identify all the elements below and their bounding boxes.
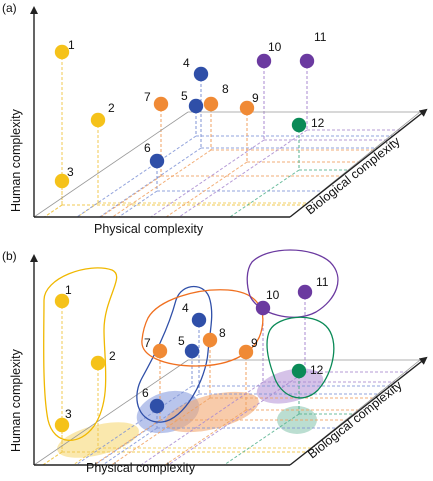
panel-b-floor-shadows: [57, 368, 324, 458]
point-6-marker: [149, 153, 165, 169]
point-9-label: 9: [252, 91, 259, 105]
point-4-depth-line: [99, 147, 202, 218]
point-6-marker: [149, 398, 165, 414]
purple-cluster-outline: [246, 249, 339, 318]
point-3-marker: [54, 173, 70, 189]
point-7-depth-line: [93, 419, 161, 466]
point-7-label: 7: [144, 336, 151, 350]
panel-a-guide-lines: [44, 52, 401, 218]
point-1-marker: [54, 293, 70, 309]
point-4-depth-line: [94, 393, 200, 466]
panel-b-x-axis-label: Physical complexity: [86, 461, 196, 475]
point-5-label: 5: [181, 89, 188, 103]
point-2-depth-line: [72, 447, 99, 466]
blue-cluster-outline: [136, 285, 213, 423]
panel-a-label: (a): [2, 1, 17, 15]
point-5-depth-line: [76, 135, 197, 218]
point-11-depth-line: [168, 371, 306, 466]
point-5-marker: [188, 98, 204, 114]
point-3-label: 3: [67, 165, 74, 179]
point-8-label: 8: [219, 326, 226, 340]
point-10-label: 10: [268, 40, 282, 54]
panel-b-z-axis: [289, 356, 428, 466]
point-6-depth-line: [102, 427, 158, 466]
panel-a: (a) Human complexity Physical complexity…: [2, 1, 428, 236]
point-8-marker: [203, 96, 219, 112]
point-4-marker: [193, 66, 209, 82]
point-7-depth-line: [100, 175, 162, 218]
panel-a-y-axis-label: Human complexity: [9, 108, 23, 212]
point-4-label: 4: [183, 56, 190, 70]
point-9-marker: [239, 100, 255, 116]
point-3-marker: [54, 417, 70, 433]
point-11-depth-line: [178, 129, 308, 218]
point-5-marker: [184, 343, 200, 359]
point-4-marker: [191, 312, 207, 328]
point-7-marker: [152, 343, 168, 359]
point-7-label: 7: [144, 90, 151, 104]
point-9-marker: [238, 344, 254, 360]
point-5-depth-line: [75, 385, 193, 466]
point-10-depth-line: [140, 381, 264, 466]
point-10-marker: [255, 300, 271, 316]
point-12-depth-line: [229, 169, 300, 218]
point-1-label: 1: [68, 38, 75, 52]
point-9-label: 9: [251, 336, 258, 350]
point-9-depth-line: [165, 161, 248, 218]
point-8-marker: [202, 332, 218, 348]
yellow-cluster-outline: [43, 267, 118, 441]
point-10-label: 10: [266, 288, 280, 302]
panel-b: (b) Human complexity Physical complexity…: [2, 249, 428, 475]
point-10-marker: [256, 53, 272, 69]
point-11-marker: [299, 53, 315, 69]
point-2-label: 2: [108, 101, 115, 115]
point-3-depth-line: [44, 204, 63, 218]
point-2-label: 2: [109, 349, 116, 363]
point-9-depth-line: [164, 409, 247, 466]
point-10-depth-line: [150, 139, 265, 218]
point-1-label: 1: [65, 283, 72, 297]
point-2-marker: [90, 112, 106, 128]
point-12-marker: [291, 117, 307, 133]
point-12-depth-line: [223, 413, 300, 466]
green-cluster-outline: [266, 316, 335, 399]
point-11-label: 11: [316, 275, 329, 289]
point-2-marker: [90, 355, 106, 371]
point-6-label: 6: [144, 141, 151, 155]
panel-b-y-axis-label: Human complexity: [9, 348, 23, 452]
point-8-label: 8: [222, 82, 229, 96]
point-3-depth-line: [42, 451, 63, 466]
point-12-label: 12: [311, 116, 325, 130]
point-3-label: 3: [65, 407, 72, 421]
panel-a-x-axis-label: Physical complexity: [94, 222, 204, 236]
orange-shadow: [165, 391, 259, 433]
panel-b-label: (b): [2, 249, 17, 263]
point-1-marker: [54, 44, 70, 60]
point-6-label: 6: [142, 386, 149, 400]
point-7-marker: [153, 96, 169, 112]
point-12-label: 12: [310, 363, 324, 377]
panel-a-z-axis: [289, 108, 428, 218]
point-6-depth-line: [118, 190, 158, 218]
point-11-label: 11: [314, 30, 327, 44]
panel-b-guide-lines: [42, 292, 409, 466]
point-12-marker: [291, 363, 307, 379]
point-5-label: 5: [178, 334, 185, 348]
point-4-label: 4: [182, 301, 189, 315]
point-11-marker: [297, 284, 313, 300]
